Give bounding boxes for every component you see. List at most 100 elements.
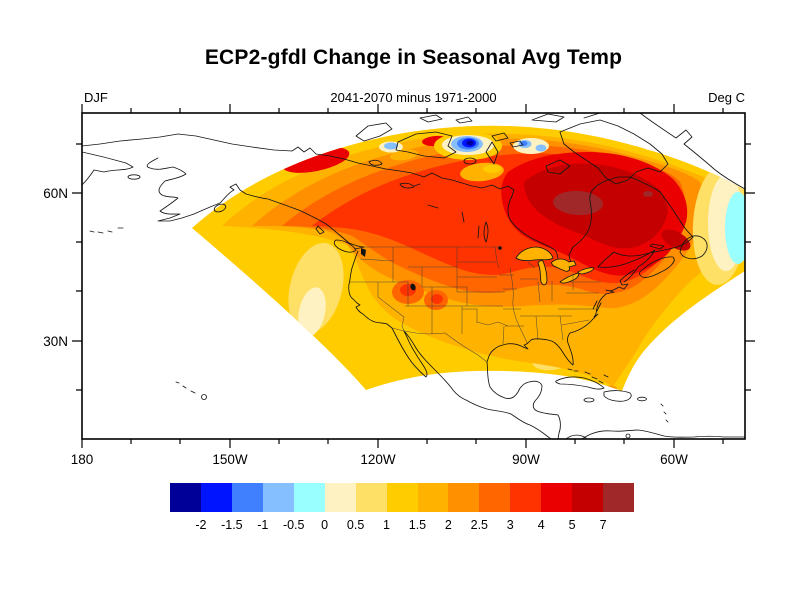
colorbar-segment: [479, 483, 511, 512]
colorbar-tick-label: 0.5: [346, 518, 365, 532]
period-subtitle: 2041-2070 minus 1971-2000: [330, 90, 497, 105]
st-lawrence-island: [127, 174, 141, 180]
east-cooling-patch-b: [535, 144, 547, 152]
victoria-island-gold: [483, 165, 501, 173]
colorbar-tick-label: -1.5: [221, 518, 243, 532]
colorbar: [170, 483, 635, 512]
puget-sound: [361, 248, 366, 257]
colorbar-tick-label: 5: [568, 518, 576, 532]
kodiak-island: [213, 203, 227, 213]
secondary-maximum: [643, 191, 653, 197]
axis-ticks: [72, 104, 755, 448]
major-ticks-lat: [72, 192, 755, 342]
anticosti-island: [649, 243, 665, 250]
minor-ticks-lat: [76, 143, 751, 391]
victoria-island: [395, 131, 457, 159]
colorbar-tick-label: 2: [444, 518, 452, 532]
mainland-hudson-bay-coast: [82, 133, 661, 272]
colorbar-tick-label: 7: [599, 518, 607, 532]
lake-superior: [515, 246, 554, 262]
labrador-sea-cool-band: [641, 134, 745, 285]
edge-band-cyan: [725, 192, 745, 264]
colorbar-segment: [541, 483, 573, 512]
east-gulf-coast: [486, 269, 635, 439]
state-borders: [349, 246, 601, 363]
colorbar-segment: [231, 483, 263, 512]
hudson-bay-maximum: [553, 190, 603, 216]
colorbar-tick-label: 1: [383, 518, 391, 532]
colorbar-tick-label: 1.5: [408, 518, 427, 532]
great-salt-lake: [410, 283, 416, 291]
colorbar-segment: [355, 483, 387, 512]
great-slave-lake: [399, 182, 421, 189]
pacific-low-anomaly-core: [298, 287, 326, 337]
lake-huron: [551, 258, 577, 272]
lesser-antilles: [660, 403, 669, 423]
lake-michigan: [537, 260, 548, 286]
lake-erie: [559, 272, 580, 284]
colorbar-segment: [572, 483, 604, 512]
colorbar-segment: [200, 483, 232, 512]
puerto-rico: [637, 396, 647, 402]
map-frame: [81, 112, 746, 440]
pacific-coast: [348, 246, 552, 439]
colorbar-labels: -2 -1.5 -1 -0.5 0 0.5 1 1.5 2 2.5 3 4 5 7: [170, 518, 634, 534]
major-ticks-lon: [81, 104, 675, 448]
lake-maracaibo: [625, 433, 631, 439]
colorado-hotspot-core: [431, 294, 443, 304]
colorbar-segment: [293, 483, 325, 512]
aleutian-islands: [89, 227, 124, 234]
arctic-cooling-cluster: [379, 132, 549, 160]
hispaniola: [603, 390, 632, 402]
lon-label-150w: 150W: [212, 452, 248, 467]
bahamas: [584, 371, 609, 384]
colorbar-tick-label: 0: [321, 518, 329, 532]
hawaii-islands: [175, 381, 196, 394]
colorbar-segment: [262, 483, 294, 512]
lon-label-180: 180: [70, 452, 94, 467]
coastlines: [82, 113, 745, 439]
colorbar-tick-label: -2: [195, 518, 207, 532]
south-america-coast: [565, 429, 745, 439]
lon-label-120w: 120W: [360, 452, 396, 467]
colorbar-tick-label: 3: [506, 518, 514, 532]
colorbar-segment: [386, 483, 418, 512]
colorbar-segment: [417, 483, 449, 512]
greenland-coast: [639, 113, 745, 190]
lat-label-60n: 60N: [43, 186, 68, 201]
lat-label-30n: 30N: [43, 334, 68, 349]
cuba: [555, 376, 605, 390]
nova-scotia: [638, 256, 675, 278]
colorbar-tick-label: 4: [537, 518, 545, 532]
lake-ontario: [577, 267, 595, 275]
st-lawrence-red-spot: [600, 254, 618, 264]
colorbar-segment: [448, 483, 480, 512]
colorbar-tick-label: 2.5: [470, 518, 489, 532]
labrador-st-lawrence-coast: [597, 191, 694, 283]
labrador-dark-red-arm: [661, 229, 691, 251]
chesapeake-bays: [592, 300, 602, 312]
colorbar-segment: [510, 483, 542, 512]
newfoundland: [679, 235, 708, 260]
season-label: DJF: [84, 90, 108, 105]
king-william-island: [463, 157, 477, 165]
vancouver-island: [333, 239, 357, 253]
colorbar-segment: [603, 483, 635, 512]
great-lakes: [515, 246, 595, 286]
banks-island: [355, 122, 393, 142]
colorbar-segment: [170, 483, 201, 512]
alaska-coast: [146, 157, 365, 248]
florida-keys: [567, 368, 579, 372]
minor-ticks-lon: [130, 108, 724, 444]
jamaica: [583, 397, 595, 403]
hawaii-big-island: [201, 394, 207, 400]
great-bear-lake: [368, 159, 383, 166]
baffin-island: [559, 119, 669, 185]
colorbar-segment: [324, 483, 356, 512]
parry-islands: [419, 113, 601, 148]
athabasca-reindeer-lakes: [427, 204, 465, 223]
cooling-navy-dot: [466, 140, 474, 146]
lon-label-90w: 90W: [512, 452, 540, 467]
